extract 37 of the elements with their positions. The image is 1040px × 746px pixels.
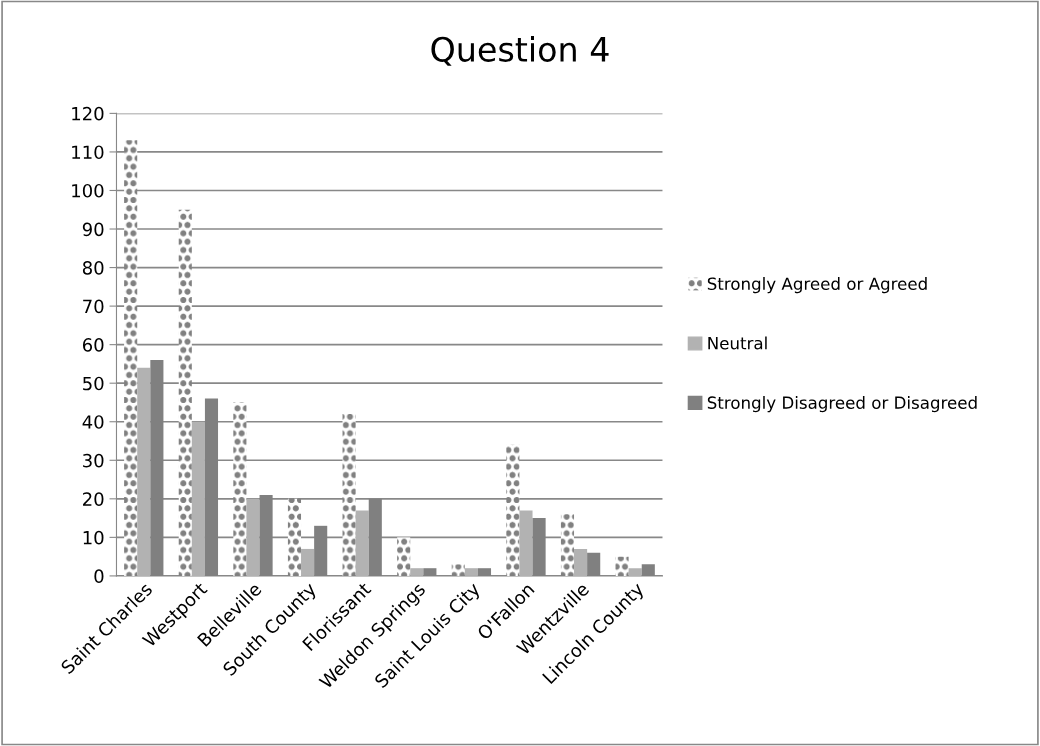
y-tick-label: 20 [83,492,104,506]
y-tick-label: 0 [94,569,104,584]
chart-title: Question 4 [431,36,609,66]
bar [615,556,629,576]
bar [342,414,356,576]
bar [246,498,260,576]
y-tick-label: 90 [82,222,104,237]
bar [191,421,205,576]
bar [124,140,138,576]
bar [628,568,642,576]
y-tick-label: 110 [72,145,104,160]
legend-label: Strongly Agreed or Agreed [707,277,927,294]
bar [178,209,192,576]
y-tick-label: 70 [83,299,104,314]
bar [287,498,302,576]
bar [560,514,575,576]
y-tick-label: 100 [72,183,104,198]
legend-label: Strongly Disagreed or Disagreed [707,396,977,413]
bar [410,568,424,576]
y-tick-label: 40 [82,415,104,429]
bar [506,444,520,576]
bar [574,548,588,576]
bar [464,568,478,576]
bar [137,367,151,576]
y-tick-label: 30 [83,453,104,468]
y-tick-label: 10 [83,530,104,545]
bar [519,510,533,576]
y-tick-label: 120 [72,106,104,121]
legend-label: Neutral [708,336,767,350]
y-tick-label: 50 [83,376,104,391]
bar [301,548,315,576]
bar [451,564,465,576]
bar [397,537,411,576]
y-tick-label: 60 [82,338,104,352]
y-tick-label: 80 [82,261,104,275]
bar [355,510,369,576]
bar [233,402,247,576]
